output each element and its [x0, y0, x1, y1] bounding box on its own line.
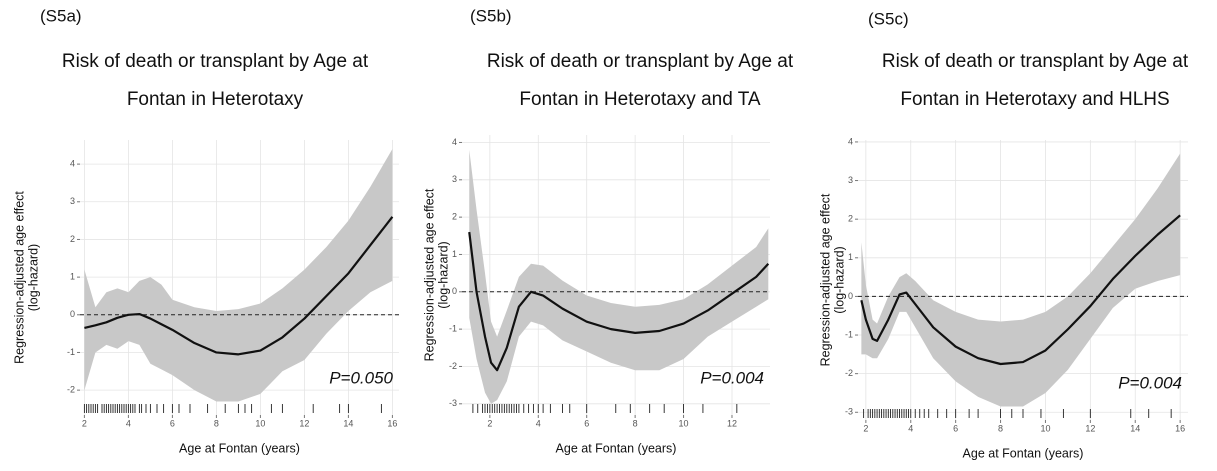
y-axis-label: (log-hazard): [436, 241, 450, 308]
y-tick-label: 1: [848, 252, 853, 262]
x-axis-label: Age at Fontan (years): [179, 441, 300, 455]
x-tick-label: 6: [170, 418, 175, 428]
x-tick-label: 12: [1085, 423, 1095, 433]
y-tick-label: -2: [67, 385, 75, 395]
x-tick-label: 10: [1040, 423, 1050, 433]
y-tick-label: 0: [452, 286, 457, 296]
x-tick-label: 16: [1175, 423, 1185, 433]
panel-label: (S5b): [470, 6, 512, 25]
effect-line: [84, 216, 394, 356]
x-axis-label: Age at Fontan (years): [963, 446, 1084, 460]
p-value: P=0.050: [329, 368, 393, 387]
y-tick-label: 4: [848, 136, 853, 146]
y-tick-label: 3: [70, 196, 75, 206]
chart-title: Fontan in Heterotaxy: [127, 89, 304, 110]
y-tick-label: 2: [848, 214, 853, 224]
x-tick-label: 4: [908, 423, 913, 433]
x-tick-label: 6: [953, 423, 958, 433]
y-tick-label: 3: [848, 175, 853, 185]
y-tick-label: 1: [452, 249, 457, 259]
y-tick-label: -1: [449, 324, 457, 334]
y-tick-label: 0: [70, 309, 75, 319]
x-tick-label: 14: [1130, 423, 1140, 433]
y-tick-label: -3: [845, 407, 853, 417]
y-axis-label: Regression-adjusted age effect: [422, 188, 436, 361]
panel-label: (S5c): [868, 9, 909, 28]
confidence-band: [84, 149, 393, 402]
x-tick-label: 8: [998, 423, 1003, 433]
effect-line: [468, 231, 770, 372]
y-tick-label: -2: [845, 368, 853, 378]
effect-line: [860, 214, 1181, 366]
confidence-band: [469, 149, 769, 404]
p-value: P=0.004: [1118, 373, 1182, 392]
y-axis-label: Regression-adjusted age effect: [818, 193, 832, 366]
x-tick-label: 10: [679, 418, 689, 428]
y-tick-label: -1: [67, 347, 75, 357]
y-tick-label: -2: [449, 361, 457, 371]
y-tick-label: -3: [449, 398, 457, 408]
y-tick-label: 1: [70, 271, 75, 281]
x-tick-label: 16: [387, 418, 397, 428]
x-tick-label: 2: [82, 418, 87, 428]
panel-label: (S5a): [40, 6, 82, 25]
y-tick-label: -1: [845, 329, 853, 339]
y-tick-label: 3: [452, 174, 457, 184]
chart-title: Risk of death or transplant by Age at: [882, 51, 1189, 72]
x-tick-label: 12: [299, 418, 309, 428]
chart-title: Fontan in Heterotaxy and HLHS: [900, 89, 1169, 110]
x-tick-label: 8: [633, 418, 638, 428]
x-axis-label: Age at Fontan (years): [556, 441, 677, 455]
x-tick-label: 4: [126, 418, 131, 428]
chart-title: Fontan in Heterotaxy and TA: [519, 89, 760, 110]
y-tick-label: 2: [70, 234, 75, 244]
p-value: P=0.004: [700, 368, 764, 387]
y-tick-label: 0: [848, 291, 853, 301]
plot-background: [462, 135, 770, 415]
x-tick-label: 8: [214, 418, 219, 428]
confidence-band: [861, 153, 1181, 407]
y-axis-label: (log-hazard): [26, 244, 40, 311]
x-tick-label: 4: [536, 418, 541, 428]
chart-title: Risk of death or transplant by Age at: [62, 51, 369, 72]
y-tick-label: 4: [70, 158, 75, 168]
y-axis-label: (log-hazard): [832, 246, 846, 313]
y-axis-label: Regression-adjusted age effect: [12, 191, 26, 364]
y-tick-label: 4: [452, 137, 457, 147]
x-tick-label: 2: [863, 423, 868, 433]
y-tick-label: 2: [452, 212, 457, 222]
x-tick-label: 10: [255, 418, 265, 428]
chart-title: Risk of death or transplant by Age at: [487, 51, 794, 72]
x-tick-label: 12: [727, 418, 737, 428]
x-tick-label: 6: [584, 418, 589, 428]
x-tick-label: 14: [343, 418, 353, 428]
x-tick-label: 2: [487, 418, 492, 428]
